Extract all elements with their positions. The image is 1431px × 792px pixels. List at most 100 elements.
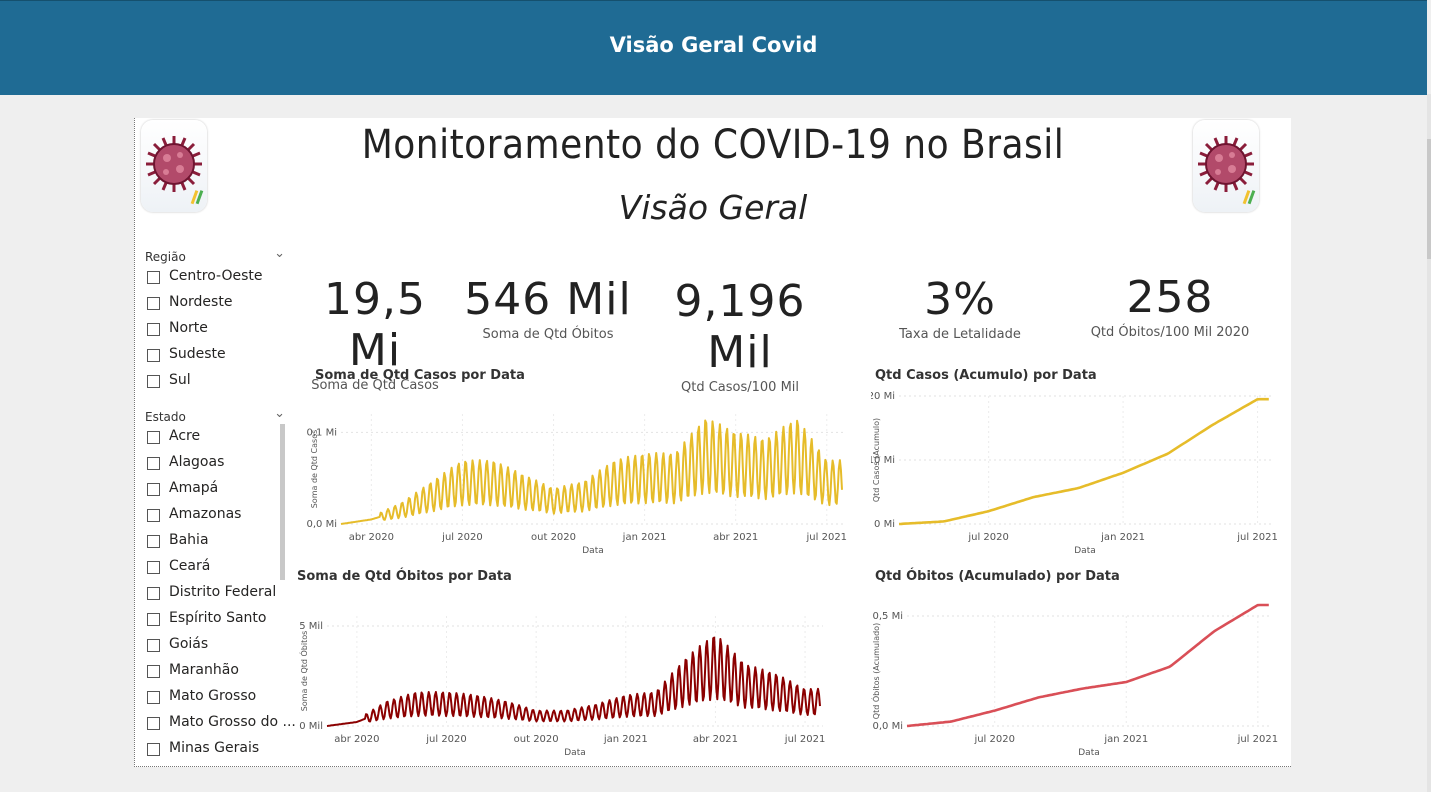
checkbox[interactable] [147,743,160,756]
checkbox[interactable] [147,691,160,704]
slicer-item-mato-grosso-do-sul[interactable]: Mato Grosso do ... [145,714,296,740]
checkbox[interactable] [147,457,160,470]
checkbox[interactable] [147,297,160,310]
kpi-soma-casos: 19,5 Mi Soma de Qtd Casos [295,274,455,393]
kpi-label: Soma de Qtd Casos [311,378,439,393]
report-canvas: Monitoramento do COVID-19 no Brasil Visã… [134,118,1291,767]
checkbox[interactable] [147,483,160,496]
x-tick-label: abr 2021 [713,532,758,543]
chart-casos-por-data[interactable]: 0,0 Mi 0,1 Mi abr 2020 jul 2020 out 2020 jan … [305,388,855,560]
x-tick-label: jan 2021 [1103,734,1148,745]
slicer-header[interactable]: Região ⌄ [145,246,285,268]
slicer-item-label: Mato Grosso do ... [169,714,296,730]
kpi-casos-100mil: 9,196 Mil Qtd Casos/100 Mil [635,276,845,395]
checkbox[interactable] [147,561,160,574]
kpi-value: 19,5 Mi [324,274,426,376]
kpi-label: Taxa de Letalidade [899,327,1021,342]
checkbox[interactable] [147,717,160,730]
checkbox[interactable] [147,323,160,336]
checkbox[interactable] [147,349,160,362]
report-subtitle: Visão Geral [618,188,808,227]
slicer-header[interactable]: Estado ⌄ [145,406,285,428]
checkbox[interactable] [147,665,160,678]
checkbox[interactable] [147,431,160,444]
slicer-item-ceara[interactable]: Ceará [145,558,285,584]
kpi-obitos-100mil-2020: 258 Qtd Óbitos/100 Mil 2020 [1075,272,1265,340]
checkbox[interactable] [147,375,160,388]
y-tick-label: 0,0 Mi [307,519,338,530]
slicer-item-acre[interactable]: Acre [145,428,285,454]
checkbox[interactable] [147,271,160,284]
chevron-down-icon[interactable]: ⌄ [274,406,285,421]
y-tick-label: 20 Mi [871,391,895,402]
virus-icon [146,136,204,205]
slicer-item-espirito-santo[interactable]: Espírito Santo [145,610,285,636]
chevron-down-icon[interactable]: ⌄ [274,246,285,261]
slicer-item-sul[interactable]: Sul [145,372,285,398]
kpi-value: 3% [924,274,996,325]
series-line [326,636,821,727]
series-line [898,397,1269,526]
kpi-taxa-letalidade: 3% Taxa de Letalidade [875,274,1045,342]
slicer-title: Região [145,250,186,264]
scrollbar-thumb[interactable] [1427,139,1431,259]
y-axis-title: Soma de Qtd Óbitos [298,631,309,712]
slicer-regiao: Região ⌄ Centro-Oeste Nordeste Norte Sud… [145,246,285,398]
slicer-item-amapa[interactable]: Amapá [145,480,285,506]
y-tick-label: 0 Mil [299,721,323,732]
slicer-item-maranhao[interactable]: Maranhão [145,662,285,688]
slicer-item-nordeste[interactable]: Nordeste [145,294,285,320]
slicer-item-centro-oeste[interactable]: Centro-Oeste [145,268,285,294]
y-tick-label: 5 Mil [299,621,323,632]
chart-obitos-acumulado[interactable]: 0,0 Mi 0,5 Mi jul 2020 jan 2021 jul 2021 Data… [871,590,1281,762]
chart-casos-acumulo[interactable]: 0 Mi 10 Mi 20 Mi jul 2020 jan 2021 jul 2021 Da… [871,388,1281,560]
checkbox[interactable] [147,613,160,626]
slicer-item-amazonas[interactable]: Amazonas [145,506,285,532]
slicer-item-mato-grosso[interactable]: Mato Grosso [145,688,285,714]
slicer-item-alagoas[interactable]: Alagoas [145,454,285,480]
checkbox[interactable] [147,509,160,522]
x-tick-label: jul 2021 [784,734,826,745]
slicer-title: Estado [145,410,186,424]
app-title: Visão Geral Covid [609,33,818,57]
slicer-item-norte[interactable]: Norte [145,320,285,346]
x-tick-label: abr 2020 [334,734,379,745]
kpi-label: Qtd Casos/100 Mil [680,380,800,395]
x-tick-label: jul 2021 [1237,734,1279,745]
slicer-item-label: Minas Gerais [169,740,260,756]
slicer-item-label: Norte [169,320,208,336]
x-tick-label: out 2020 [514,734,559,745]
x-tick-label: jan 2021 [603,734,648,745]
y-tick-label: 0,1 Mi [307,427,338,438]
slicer-item-label: Nordeste [169,294,233,310]
kpi-value: 258 [1126,272,1214,323]
slicer-item-distrito-federal[interactable]: Distrito Federal [145,584,285,610]
checkbox[interactable] [147,639,160,652]
slicer-item-sudeste[interactable]: Sudeste [145,346,285,372]
slicer-item-bahia[interactable]: Bahia [145,532,285,558]
checkbox[interactable] [147,587,160,600]
chart-obitos-por-data[interactable]: 0 Mil 5 Mil abr 2020 jul 2020 out 2020 jan 20… [295,590,855,762]
x-tick-label: abr 2020 [349,532,394,543]
chart-title-casos: Soma de Qtd Casos por Data [315,368,525,383]
x-tick-label: jul 2020 [441,532,483,543]
slicer-item-label: Amapá [169,480,219,496]
x-tick-label: jul 2020 [967,532,1009,543]
slicer-scrollbar[interactable] [280,424,285,580]
slicer-item-label: Acre [169,428,201,444]
kpi-label: Qtd Óbitos/100 Mil 2020 [1090,325,1250,340]
y-tick-label: 0,5 Mi [873,611,904,622]
x-axis-title: Data [1074,546,1096,556]
series-line [340,419,843,525]
slicer-item-goias[interactable]: Goiás [145,636,285,662]
page-scrollbar[interactable] [1427,94,1431,792]
y-axis-title: Qtd Casos (Acumulo) [872,418,881,502]
checkbox[interactable] [147,535,160,548]
slicer-item-minas-gerais[interactable]: Minas Gerais [145,740,285,766]
slicer-item-label: Goiás [169,636,209,652]
virus-logo-right [1193,120,1259,212]
x-tick-label: jan 2021 [1100,532,1145,543]
x-tick-label: out 2020 [531,532,576,543]
series-line [906,603,1269,728]
slicer-item-label: Amazonas [169,506,242,522]
